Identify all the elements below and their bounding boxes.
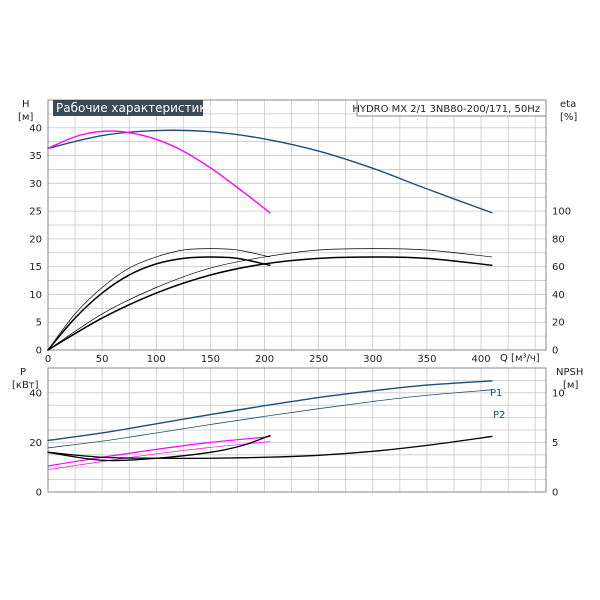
top-grid — [48, 100, 546, 350]
flow-axis-label: Q [м³/ч] — [500, 353, 540, 364]
y-tick-label-left: 35 — [29, 151, 42, 162]
y-tick-label-left: 5 — [36, 318, 42, 329]
y-tick-label-left: 30 — [29, 179, 42, 190]
x-tick-label: 300 — [363, 354, 382, 365]
y-tick-label-right: 0 — [552, 346, 558, 357]
chart-title: Рабочие характеристики — [56, 101, 214, 115]
series-line-eta-single-inner — [47, 256, 271, 351]
head-axis-unit: [м] — [18, 112, 33, 123]
model-label-box — [356, 99, 547, 117]
y-tick-label-left: 40 — [29, 123, 42, 134]
series-line-P2-system — [47, 389, 493, 449]
y-tick-label-right: 100 — [552, 207, 571, 218]
bottom-grid — [48, 368, 546, 492]
eta-axis-unit: [%] — [560, 112, 577, 123]
x-tick-label: 250 — [309, 354, 328, 365]
y-tick-label-right: 40 — [552, 290, 565, 301]
y-tick-label-right: 80 — [552, 234, 565, 245]
y-tick-label-left: 0 — [36, 346, 42, 357]
series-label-p1: P1 — [490, 388, 502, 399]
x-tick-label: 0 — [45, 354, 51, 365]
power-npsh-plot: 0 20 40 0 5 10 P [кВт] NPSH [м] P1 P2 — [12, 367, 583, 499]
power-axis-symbol: P — [20, 367, 26, 378]
bottom-plot-frame — [47, 367, 547, 493]
y-tick-label-right: 0 — [552, 488, 558, 499]
series-line-eta-single-outer — [47, 248, 271, 351]
x-tick-label: 50 — [96, 354, 109, 365]
y-tick-label-left: 15 — [29, 262, 42, 273]
x-tick-label: 100 — [147, 354, 166, 365]
y-tick-label-right: 5 — [552, 438, 558, 449]
top-plot-frame — [47, 99, 547, 351]
x-tick-label: 400 — [471, 354, 490, 365]
series-line-P1-system — [47, 380, 493, 442]
y-tick-label-right: 60 — [552, 262, 565, 273]
npsh-axis-symbol: NPSH — [556, 367, 583, 378]
head-axis-symbol: H — [22, 99, 30, 110]
top-series-group — [47, 129, 493, 351]
y-tick-label-left: 25 — [29, 207, 42, 218]
series-line-eta-system-inner — [47, 256, 493, 351]
bottom-tick-labels: 0 20 40 0 5 10 — [29, 388, 564, 498]
bottom-series-group — [47, 380, 493, 471]
series-line-P2-single — [47, 441, 271, 471]
series-line-head-system — [47, 129, 493, 214]
series-line-npsh-system — [47, 435, 493, 460]
eta-axis-symbol: eta — [560, 99, 576, 110]
series-line-eta-system-outer — [47, 248, 493, 351]
model-label: HYDRO MX 2/1 3NB80-200/171, 50Hz — [352, 104, 540, 115]
series-line-npsh-single — [47, 434, 271, 462]
y-tick-label-right: 20 — [552, 318, 565, 329]
x-tick-label: 200 — [255, 354, 274, 365]
y-tick-label-left: 0 — [36, 488, 42, 499]
y-tick-label-left: 10 — [29, 290, 42, 301]
npsh-axis-unit: [м] — [563, 380, 578, 391]
x-tick-label: 350 — [417, 354, 436, 365]
x-tick-label: 150 — [201, 354, 220, 365]
y-tick-label-left: 20 — [29, 438, 42, 449]
y-tick-label-left: 20 — [29, 234, 42, 245]
y-tick-label-left: 40 — [29, 388, 42, 399]
chart-title-box — [53, 100, 203, 116]
y-tick-label-right: 10 — [552, 388, 565, 399]
power-axis-unit: [кВт] — [12, 380, 39, 391]
series-line-head-single-pump — [47, 130, 271, 214]
series-line-P1-single — [47, 436, 271, 467]
series-label-p2: P2 — [493, 410, 505, 421]
